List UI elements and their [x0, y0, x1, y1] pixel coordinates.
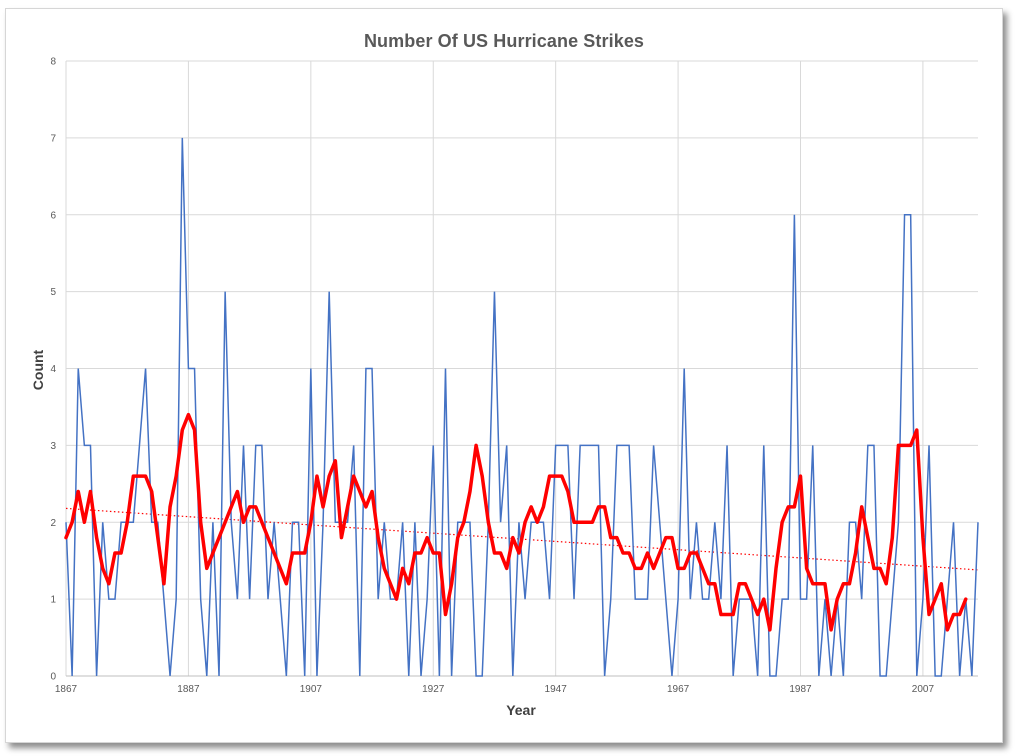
x-tick-label: 1867: [55, 684, 78, 695]
series-lines: [64, 137, 979, 677]
smoothed-line: [64, 412, 968, 632]
y-tick-label: 3: [50, 441, 56, 452]
y-tick-label: 2: [50, 518, 56, 529]
y-tick-label: 7: [50, 133, 56, 144]
x-tick-label: 1947: [545, 684, 568, 695]
y-tick-label: 6: [50, 210, 56, 221]
annual-count-line: [65, 137, 979, 677]
x-tick-label: 1987: [789, 684, 812, 695]
y-tick-label: 0: [50, 672, 56, 683]
x-tick-label: 1907: [300, 684, 323, 695]
x-tick-label: 1967: [667, 684, 690, 695]
x-axis-title: Year: [506, 702, 536, 718]
y-tick-label: 4: [50, 364, 56, 375]
x-tick-label: 2007: [912, 684, 935, 695]
y-tick-label: 5: [50, 287, 56, 298]
x-tick-label: 1887: [177, 684, 200, 695]
chart-title: Number Of US Hurricane Strikes: [363, 31, 645, 51]
y-tick-label: 8: [50, 57, 56, 68]
chart-frame: Number Of US Hurricane Strikes: [5, 8, 1003, 743]
x-tick-label: 1927: [422, 684, 445, 695]
tick-labels: 0 1 2 3 4 5 6 7 8 1867 1887 1907 1927 1947 1967 1987 200…: [50, 57, 934, 696]
y-axis-title: Count: [30, 349, 46, 390]
gridlines: [65, 60, 978, 677]
y-tick-label: 1: [50, 595, 56, 606]
